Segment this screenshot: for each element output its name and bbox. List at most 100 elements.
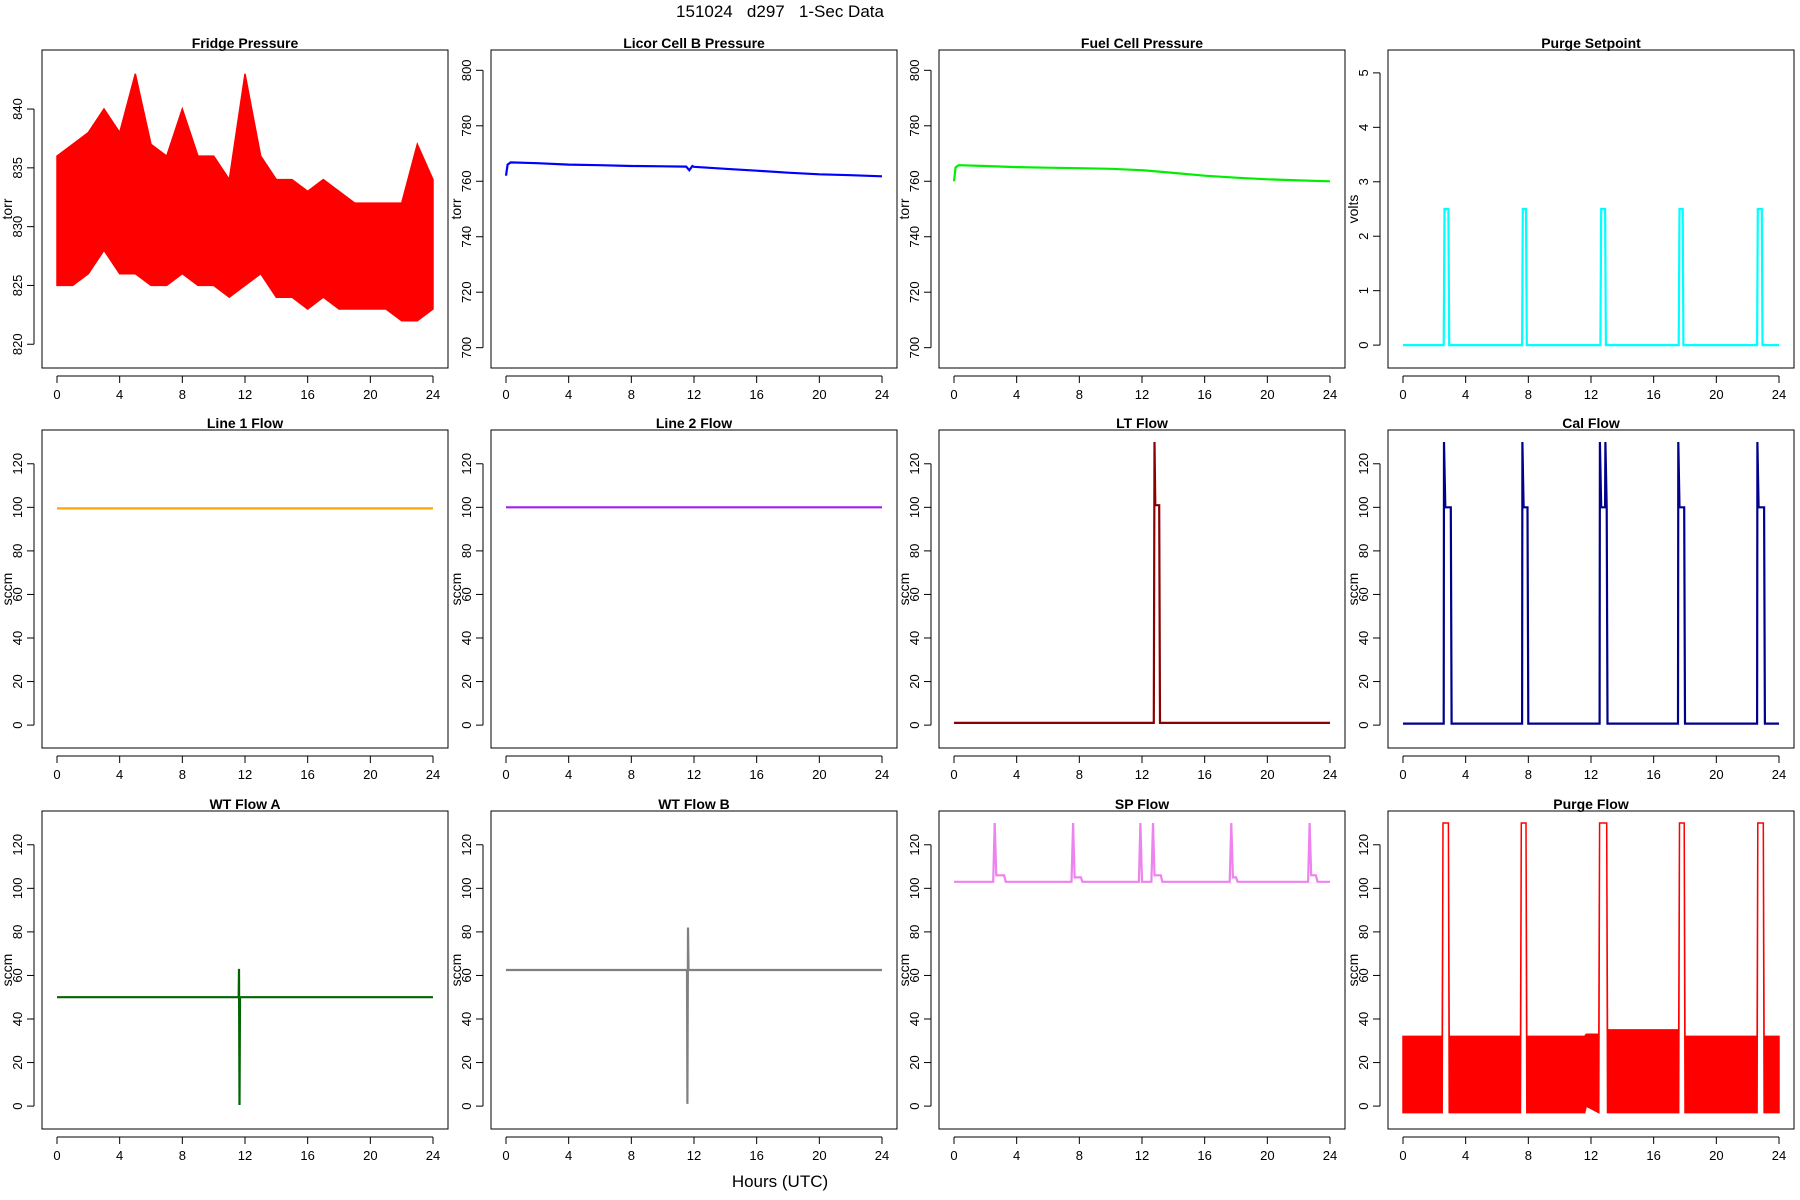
data-line — [954, 441, 1330, 725]
x-tick-label: 8 — [179, 767, 186, 782]
chart-panel: Line 2 Flow sccm 0 4 8 12 16 20 24 0 20 40 60 80 100 12… — [448, 415, 898, 782]
y-tick-label: 40 — [459, 631, 474, 645]
y-tick-label: 100 — [10, 877, 25, 899]
y-tick-label: 4 — [1356, 124, 1371, 131]
plot-frame — [1387, 49, 1795, 369]
panel-title: LT Flow — [1116, 415, 1168, 431]
x-tick-label: 4 — [1462, 1148, 1469, 1163]
y-tick-label: 120 — [10, 834, 25, 856]
x-tick-label: 24 — [426, 387, 440, 402]
x-tick-label: 0 — [950, 767, 957, 782]
x-tick-label: 8 — [1076, 387, 1083, 402]
y-tick-label: 0 — [1356, 341, 1371, 348]
y-tick-label: 120 — [1356, 834, 1371, 856]
plot-frame — [490, 49, 898, 369]
x-tick-label: 8 — [628, 767, 635, 782]
x-tick-label: 12 — [1584, 767, 1598, 782]
y-tick-label: 20 — [10, 674, 25, 688]
y-axis-label: sccm — [896, 573, 912, 606]
y-tick-label: 20 — [1356, 674, 1371, 688]
x-tick-label: 8 — [1076, 1148, 1083, 1163]
y-tick-label: 40 — [1356, 631, 1371, 645]
x-tick-label: 16 — [749, 1148, 763, 1163]
x-tick-label: 8 — [628, 387, 635, 402]
plot-frame — [1387, 429, 1795, 749]
x-tick-label: 24 — [1323, 767, 1337, 782]
y-tick-label: 830 — [10, 216, 25, 238]
plot-frame — [938, 429, 1346, 749]
x-tick-label: 20 — [812, 387, 826, 402]
y-tick-label: 100 — [907, 496, 922, 518]
y-tick-label: 60 — [907, 587, 922, 601]
x-tick-label: 24 — [1772, 387, 1786, 402]
y-tick-label: 80 — [10, 544, 25, 558]
y-tick-label: 40 — [907, 631, 922, 645]
data-band — [56, 73, 434, 322]
data-line — [57, 968, 433, 1106]
x-tick-label: 16 — [1646, 1148, 1660, 1163]
data-layer — [1402, 822, 1780, 1114]
y-tick-label: 60 — [1356, 968, 1371, 982]
x-tick-label: 16 — [749, 767, 763, 782]
x-tick-label: 16 — [749, 387, 763, 402]
y-tick-label: 100 — [459, 877, 474, 899]
x-tick-label: 0 — [502, 387, 509, 402]
y-tick-label: 1 — [1356, 287, 1371, 294]
panel-title: WT Flow A — [209, 796, 280, 812]
x-tick-label: 20 — [1709, 767, 1723, 782]
y-tick-label: 80 — [1356, 925, 1371, 939]
y-tick-label: 0 — [1356, 721, 1371, 728]
data-line — [506, 927, 882, 1104]
chart-panel: LT Flow sccm 0 4 8 12 16 20 24 0 20 40 60 80 100 120 — [896, 415, 1346, 782]
y-axis-label: sccm — [1345, 954, 1361, 987]
page-title: 151024 d297 1-Sec Data — [676, 2, 884, 21]
y-tick-label: 80 — [459, 544, 474, 558]
plot-frame — [938, 49, 1346, 369]
y-tick-label: 60 — [1356, 587, 1371, 601]
plot-frame — [938, 810, 1346, 1130]
x-tick-label: 4 — [565, 1148, 572, 1163]
plot-frame — [41, 810, 449, 1130]
y-tick-label: 120 — [459, 453, 474, 475]
x-tick-label: 20 — [1709, 1148, 1723, 1163]
y-tick-label: 740 — [459, 226, 474, 248]
panel-title: Fridge Pressure — [192, 35, 299, 51]
y-tick-label: 800 — [459, 59, 474, 81]
y-tick-label: 740 — [907, 226, 922, 248]
x-tick-label: 24 — [1772, 1148, 1786, 1163]
y-axis-label: volts — [1345, 195, 1361, 224]
y-tick-label: 20 — [459, 674, 474, 688]
plot-frame — [490, 429, 898, 749]
data-layer — [952, 164, 1331, 183]
x-tick-label: 20 — [1260, 767, 1274, 782]
y-axis-label: sccm — [448, 573, 464, 606]
x-tick-label: 24 — [875, 387, 889, 402]
x-tick-label: 4 — [116, 1148, 123, 1163]
x-tick-label: 8 — [1525, 767, 1532, 782]
y-tick-label: 20 — [1356, 1055, 1371, 1069]
x-tick-label: 12 — [687, 387, 701, 402]
x-tick-label: 20 — [363, 387, 377, 402]
x-tick-label: 0 — [950, 1148, 957, 1163]
y-axis-label: sccm — [1345, 573, 1361, 606]
y-tick-label: 2 — [1356, 233, 1371, 240]
data-line — [954, 822, 1330, 883]
x-tick-label: 12 — [1135, 1148, 1149, 1163]
y-tick-label: 80 — [907, 544, 922, 558]
x-tick-label: 4 — [116, 767, 123, 782]
data-layer — [504, 161, 883, 178]
x-tick-label: 20 — [1709, 387, 1723, 402]
y-tick-label: 40 — [10, 631, 25, 645]
x-tick-label: 0 — [1399, 767, 1406, 782]
data-layer — [1403, 441, 1779, 725]
panel-title: Line 2 Flow — [656, 415, 732, 431]
y-tick-label: 100 — [10, 496, 25, 518]
x-tick-label: 0 — [502, 1148, 509, 1163]
chart-panel: WT Flow B sccm 0 4 8 12 16 20 24 0 20 40 60 80 100 120 — [448, 796, 898, 1163]
x-tick-label: 4 — [1013, 1148, 1020, 1163]
y-tick-label: 780 — [459, 115, 474, 137]
x-tick-label: 20 — [812, 767, 826, 782]
x-tick-label: 20 — [1260, 387, 1274, 402]
y-tick-label: 40 — [907, 1012, 922, 1026]
